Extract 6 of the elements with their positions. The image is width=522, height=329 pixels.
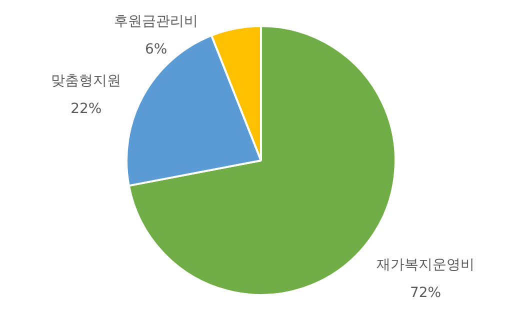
slice-label: 후원금관리비 xyxy=(114,14,198,30)
slice-label: 재가복지운영비 xyxy=(376,256,475,273)
data-label: 22% xyxy=(70,100,102,117)
slice-label: 맞춤형지원 xyxy=(51,72,122,89)
data-label: 6% xyxy=(145,42,168,58)
data-label: 72% xyxy=(410,284,442,301)
